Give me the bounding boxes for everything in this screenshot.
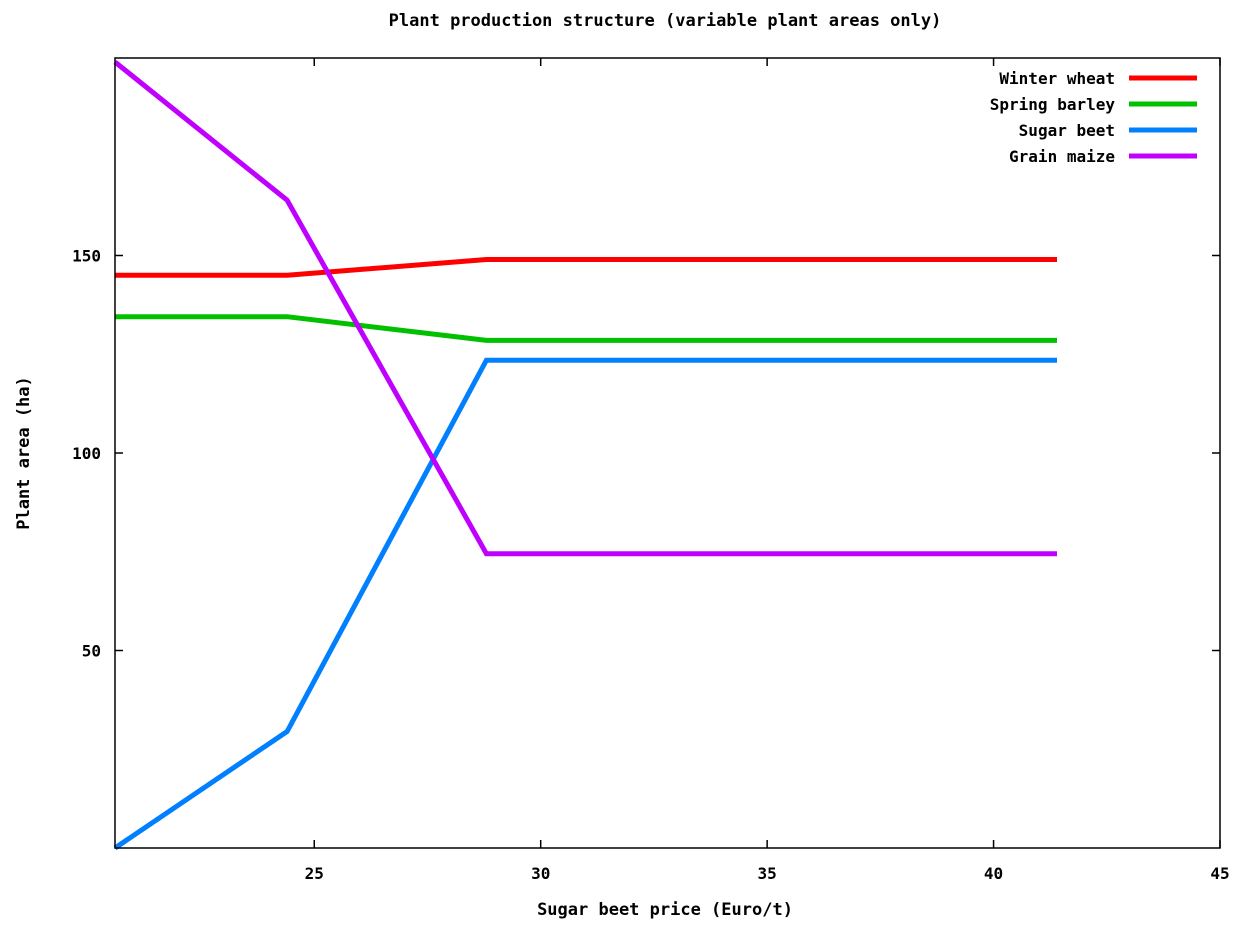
- legend-label: Sugar beet: [1019, 121, 1115, 140]
- legend: Winter wheat Spring barley Sugar beet Grain…: [990, 69, 1197, 166]
- x-tick-label: 40: [984, 864, 1003, 883]
- y-tick-label: 150: [72, 247, 101, 266]
- legend-label: Winter wheat: [999, 69, 1115, 88]
- series-lines: [113, 60, 1057, 851]
- y-tick-label: 100: [72, 444, 101, 463]
- x-tick-label: 25: [305, 864, 324, 883]
- series-line-winter-wheat: [115, 257, 1057, 278]
- x-axis-label: Sugar beet price (Euro/t): [537, 900, 793, 920]
- x-tick-label: 35: [757, 864, 776, 883]
- y-axis-label: Plant area (ha): [14, 376, 34, 530]
- axis-ticks: [115, 58, 1221, 848]
- x-tick-label: 30: [531, 864, 550, 883]
- y-tick-labels: 50 100 150: [72, 247, 101, 661]
- y-tick-label: 50: [82, 642, 101, 661]
- plot-frame: [114, 57, 1221, 849]
- x-tick-label: 45: [1210, 864, 1229, 883]
- legend-label: Spring barley: [990, 95, 1116, 114]
- legend-label: Grain maize: [1009, 147, 1115, 166]
- series-line-sugar-beet: [113, 357, 1057, 851]
- series-line-grain-maize: [113, 60, 1057, 557]
- x-tick-labels: 25 30 35 40 45: [305, 864, 1230, 883]
- chart-title: Plant production structure (variable pla…: [389, 11, 942, 31]
- series-line-spring-barley: [115, 314, 1057, 343]
